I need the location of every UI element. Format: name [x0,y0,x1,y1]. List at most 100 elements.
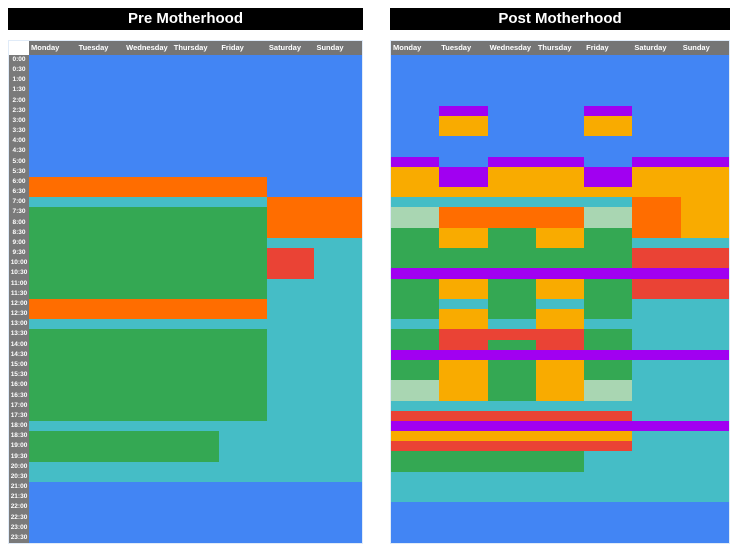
segment-tuesday-purple [439,105,488,116]
segment-friday-purple [584,349,633,360]
segment-monday-teal [391,400,440,411]
segment-friday-teal [584,451,633,503]
segment-tuesday-teal [76,461,125,482]
segment-thursday-gold [535,166,585,198]
segment-sunday-blue [314,55,363,198]
day-header-monday: Monday [393,43,422,52]
segment-tuesday-green [76,207,125,299]
segment-saturday-teal [632,359,681,421]
segment-sunday-red [680,278,729,299]
segment-sunday-orange [314,197,363,238]
segment-friday-blue [219,481,267,543]
time-label: 6:00 [12,177,26,185]
time-label: 0:30 [12,66,26,73]
time-label: 20:00 [10,462,28,470]
segment-saturday-orange [266,197,315,238]
time-label: 16:30 [10,391,28,399]
segment-monday-teal [29,319,77,330]
segment-friday-gold [584,187,633,198]
time-label: 18:30 [10,432,28,440]
pre-motherhood-chart: Pre Motherhood 0:00 0:30 1:00 1:30 2:00 2:30 3… [8,8,363,544]
time-label: 17:00 [10,401,28,409]
day-header-friday: Friday [221,43,244,52]
segment-friday-blue [584,55,633,106]
day-column-monday [391,55,440,543]
day-header-tuesday: Tuesday [78,43,109,52]
segment-wednesday-teal [124,197,172,208]
chart-main: Monday Tuesday Wednesday Thursday Friday Satu… [29,41,363,543]
segment-friday-green [219,329,267,421]
segment-monday-blue [29,55,77,177]
segment-friday-purple [584,105,633,116]
segment-saturday-blue [632,55,681,157]
time-label: 8:30 [12,228,26,236]
segment-saturday-teal [632,237,681,249]
segment-thursday-teal [171,319,220,330]
chart-main: Monday Tuesday Wednesday Thursday Friday Satu… [391,41,729,543]
segment-wednesday-green [487,451,536,472]
segment-monday-teal [29,420,77,432]
segment-friday-blue [584,502,633,543]
day-column-sunday [680,55,729,543]
time-label: 6:30 [12,188,26,196]
time-label: 9:30 [12,249,26,257]
segment-tuesday-orange [76,298,125,320]
time-label: 7:30 [12,208,26,216]
segment-wednesday-orange [124,298,172,320]
segment-thursday-teal [171,420,220,432]
segment-wednesday-teal [124,420,172,432]
segment-thursday-green [535,451,585,472]
time-label: 1:30 [12,86,26,94]
time-label: 0:00 [12,55,26,63]
segment-tuesday-green [439,451,488,472]
day-column-saturday [266,55,315,543]
segment-wednesday-teal [487,400,536,411]
segment-friday-green [584,227,633,269]
segment-tuesday-gold [439,359,488,401]
segment-saturday-red [632,248,681,269]
day-header-wednesday: Wednesday [126,43,168,52]
segment-monday-blue [29,481,77,543]
segment-thursday-blue [535,502,585,543]
time-label: 5:00 [12,157,26,165]
segment-saturday-teal [632,298,681,350]
time-label: 19:30 [10,452,28,460]
time-label: 11:00 [10,279,28,287]
segment-tuesday-blue [439,55,488,106]
segment-friday-red [584,410,633,421]
segment-friday-teal [584,319,633,330]
segment-wednesday-gold [487,431,536,442]
segment-monday-green [391,359,440,381]
segment-saturday-blue [266,55,315,198]
time-label: 3:30 [12,127,26,135]
segment-tuesday-teal [76,420,125,432]
segment-monday-teal [391,197,440,208]
time-label: 4:00 [12,137,26,145]
time-label: 22:30 [10,513,28,521]
segment-friday-green [584,278,633,320]
time-label: 11:30 [10,289,28,297]
segment-wednesday-purple [487,156,536,167]
segment-monday-purple [391,420,440,432]
day-header-sunday: Sunday [316,43,344,52]
segment-friday-orange [219,177,267,198]
time-label: 13:00 [10,320,28,328]
segment-wednesday-teal [487,197,536,208]
segment-friday-teal [584,400,633,411]
day-column-tuesday [439,55,488,543]
segment-friday-blue [584,136,633,167]
segment-tuesday-purple [439,166,488,188]
segment-friday-lightgreen [584,207,633,228]
segment-thursday-purple [535,349,585,360]
segment-monday-green [391,451,440,472]
segment-tuesday-gold [439,187,488,198]
segment-friday-gold [584,431,633,442]
segment-friday-purple [584,420,633,432]
day-header-row: Monday Tuesday Wednesday Thursday Friday Satu… [391,41,729,55]
segment-thursday-purple [535,156,585,167]
segment-tuesday-orange [439,207,488,228]
segment-thursday-gold [535,359,585,401]
segment-friday-green [584,359,633,381]
segment-tuesday-gold [439,309,488,330]
time-label: 22:00 [10,503,28,511]
